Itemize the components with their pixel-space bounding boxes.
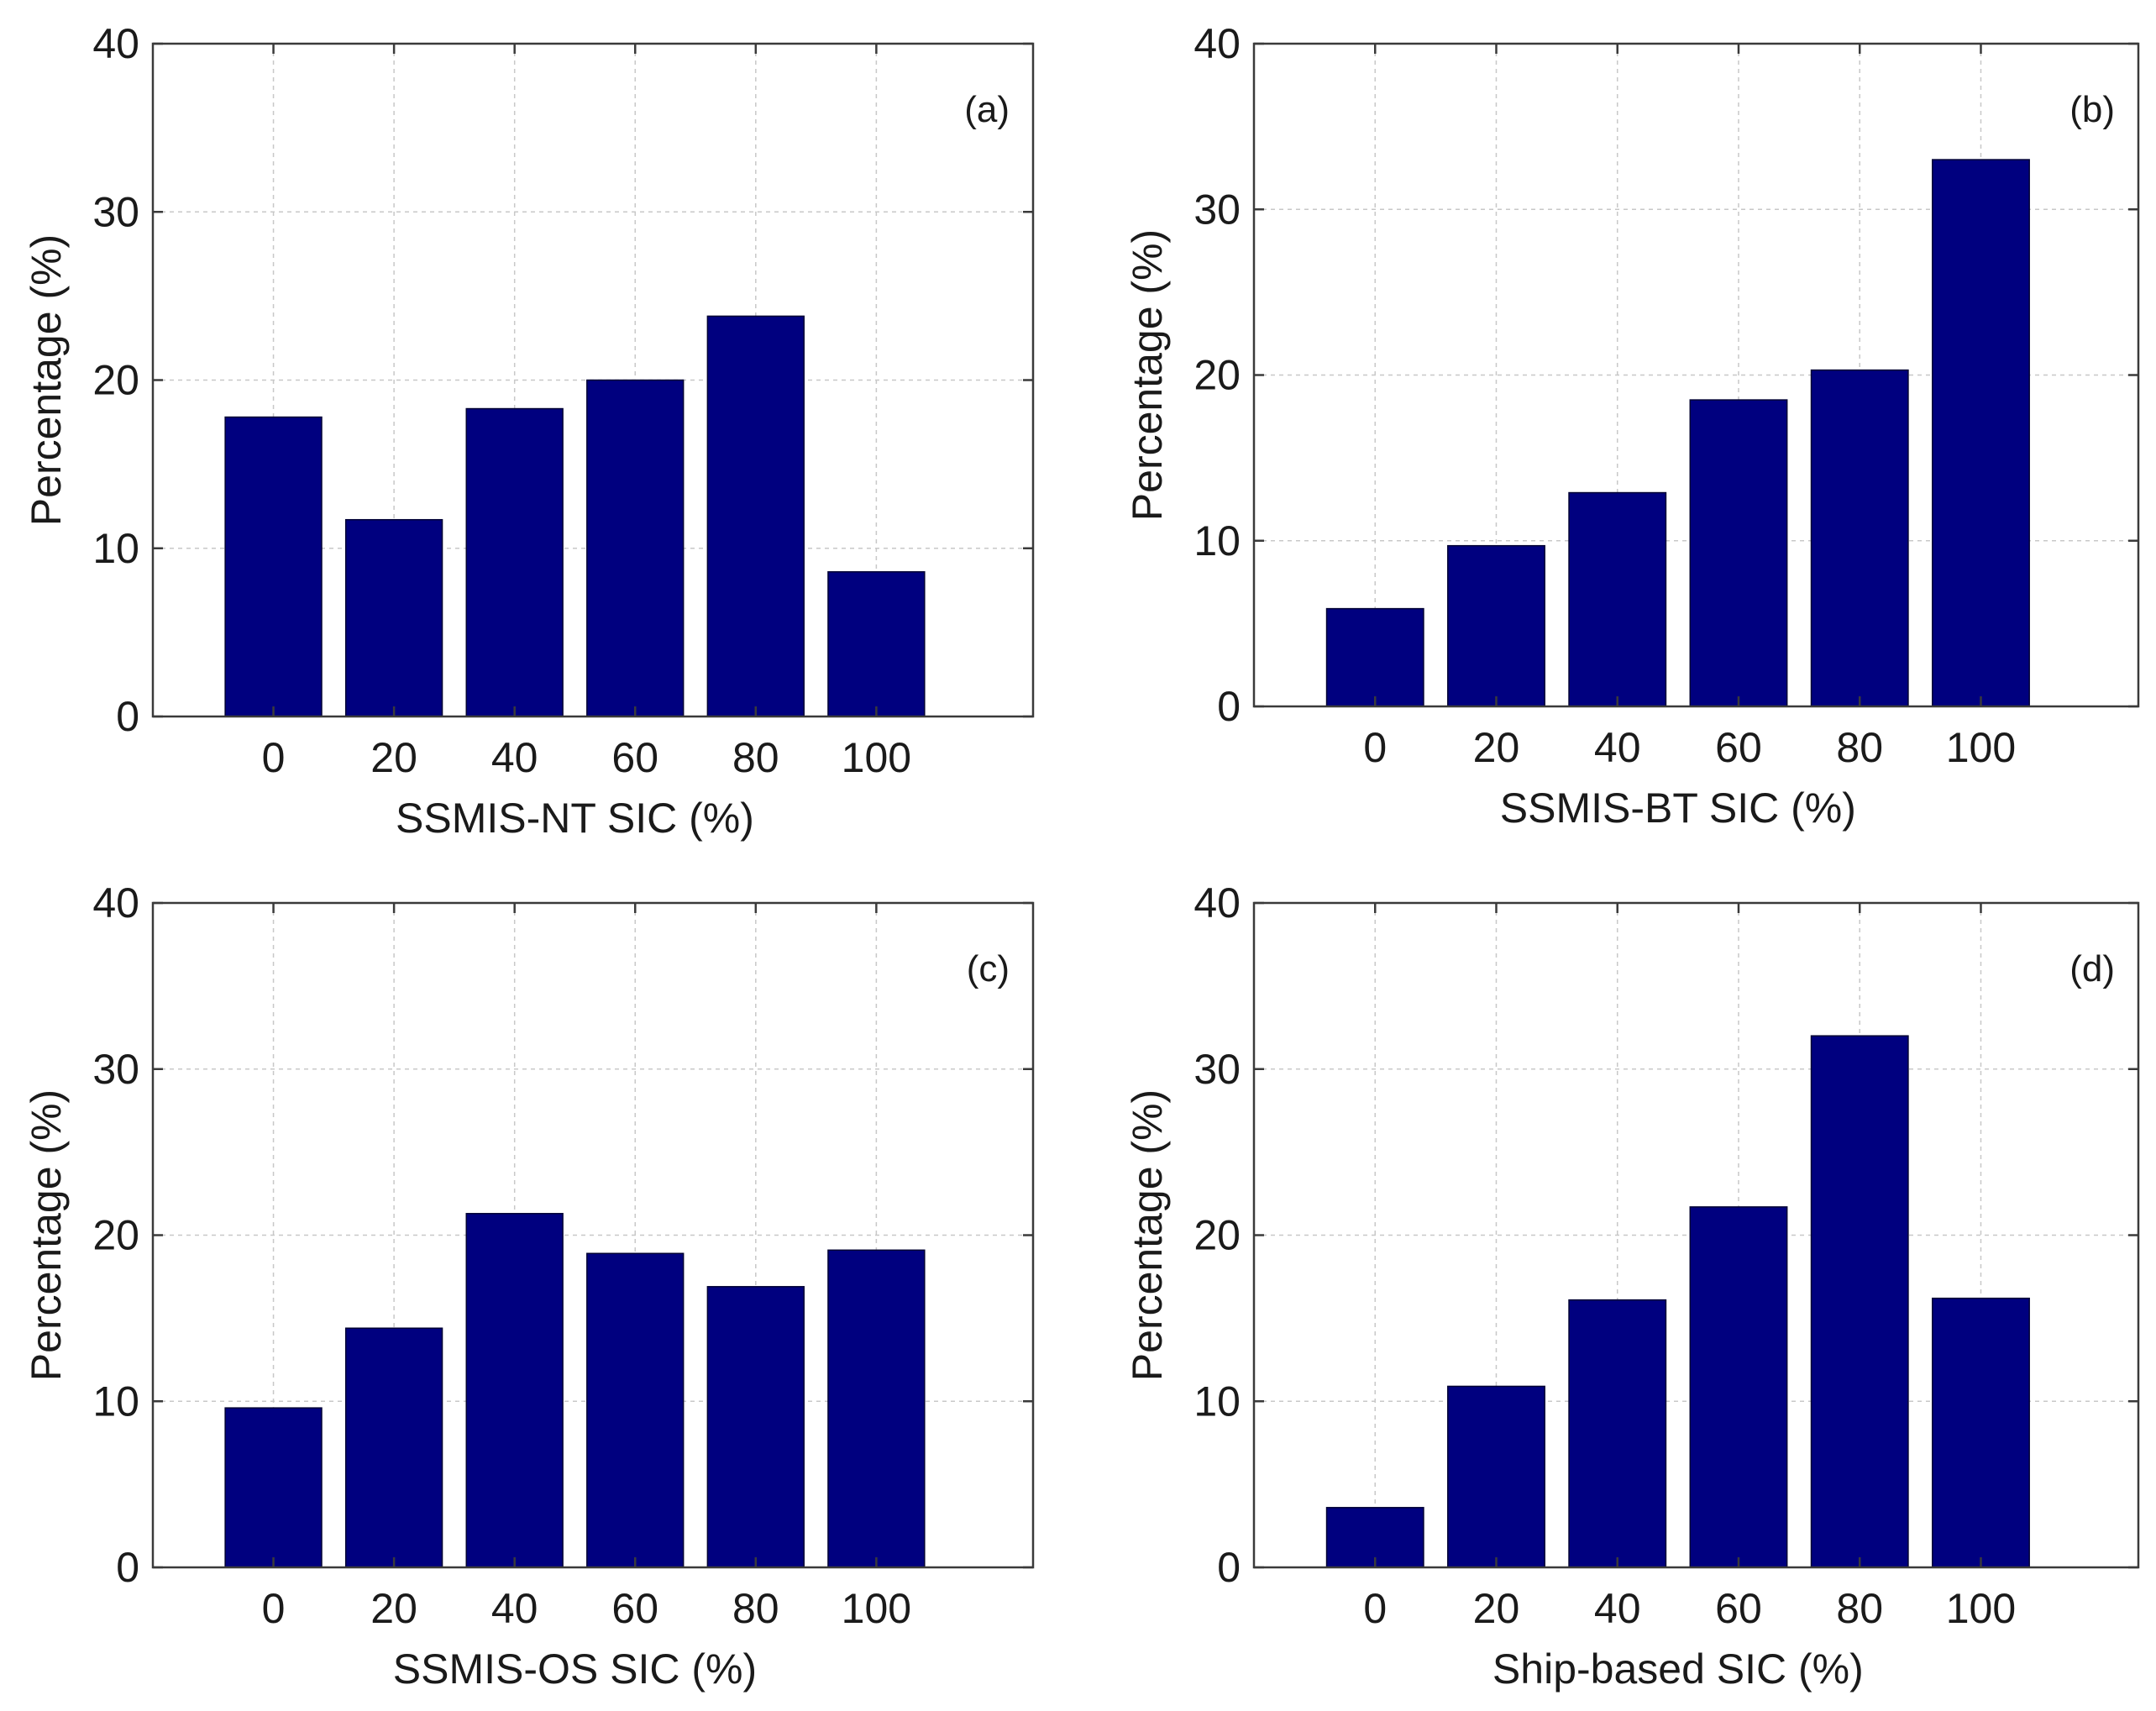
panel-c: 0 10 20 30 40 0 20 40 60 80 100 SSMIS-OS SIC (%) Per… — [23, 879, 1035, 1693]
y-tick-label: 40 — [92, 20, 139, 67]
x-tick-label: 60 — [1715, 724, 1762, 771]
panel-label: (b) — [2069, 89, 2115, 130]
x-tick-label: 40 — [1594, 1585, 1641, 1632]
x-tick-label: 0 — [1363, 1585, 1387, 1632]
x-axis-label: Ship-based SIC (%) — [1492, 1645, 1864, 1693]
bar-60 — [586, 1252, 685, 1568]
bar-40 — [1568, 1299, 1667, 1568]
y-tick-label: 0 — [1217, 1544, 1241, 1591]
bar-80 — [1810, 369, 1909, 707]
y-tick-label: 40 — [1193, 20, 1241, 67]
y-axis-label: Percentage (%) — [23, 1089, 70, 1381]
x-axis-label: SSMIS-BT SIC (%) — [1500, 785, 1856, 832]
bar-80 — [706, 315, 805, 717]
x-tick-label: 0 — [262, 734, 286, 781]
bar-0 — [1325, 607, 1424, 707]
bar-40 — [465, 407, 564, 717]
bar-80 — [1810, 1035, 1909, 1568]
y-tick-label: 0 — [116, 693, 139, 740]
bar-20 — [1447, 544, 1545, 707]
bar-60 — [586, 379, 685, 717]
y-tick-label: 0 — [1217, 683, 1241, 730]
y-tick-label: 40 — [1193, 879, 1241, 926]
y-tick-label: 30 — [1193, 1046, 1241, 1093]
y-axis-label: Percentage (%) — [1124, 229, 1171, 521]
y-tick-label: 20 — [92, 357, 139, 404]
x-tick-label: 100 — [842, 734, 911, 781]
x-tick-label: 80 — [1836, 1585, 1883, 1632]
y-tick-label: 30 — [92, 188, 139, 235]
bar-100 — [1932, 1297, 2030, 1568]
y-tick-label: 40 — [92, 879, 139, 926]
x-tick-label: 60 — [1715, 1585, 1762, 1632]
y-tick-label: 20 — [92, 1212, 139, 1259]
panel-label: (c) — [967, 948, 1010, 989]
y-tick-label: 10 — [1193, 517, 1241, 564]
y-tick-label: 30 — [1193, 186, 1241, 233]
x-tick-label: 0 — [1363, 724, 1387, 771]
panel-b: 0 10 20 30 40 0 20 40 60 80 100 SSMIS-BT SIC (%) Per… — [1124, 20, 2140, 832]
bar-60 — [1689, 1206, 1788, 1568]
bar-40 — [1568, 491, 1667, 707]
x-tick-label: 100 — [1946, 724, 2016, 771]
y-tick-label: 20 — [1193, 1212, 1241, 1259]
x-tick-label: 60 — [611, 734, 658, 781]
x-tick-label: 100 — [842, 1585, 911, 1632]
x-tick-label: 20 — [1473, 724, 1520, 771]
panel-label: (a) — [964, 89, 1010, 130]
x-tick-label: 80 — [732, 734, 779, 781]
x-tick-label: 40 — [1594, 724, 1641, 771]
x-tick-label: 100 — [1946, 1585, 2016, 1632]
panel-a: 0 10 20 30 40 0 20 40 60 80 100 SSMIS-NT SIC (%) Per… — [23, 20, 1035, 842]
y-axis-label: Percentage (%) — [1124, 1089, 1171, 1381]
x-tick-label: 60 — [611, 1585, 658, 1632]
x-tick-label: 40 — [491, 734, 538, 781]
x-tick-label: 20 — [1473, 1585, 1520, 1632]
x-tick-label: 80 — [732, 1585, 779, 1632]
x-tick-label: 20 — [370, 1585, 417, 1632]
y-tick-label: 0 — [116, 1544, 139, 1591]
bar-60 — [1689, 399, 1788, 707]
bar-20 — [1447, 1385, 1545, 1568]
bar-20 — [344, 1327, 443, 1568]
x-tick-label: 40 — [491, 1585, 538, 1632]
y-tick-label: 20 — [1193, 352, 1241, 399]
bar-100 — [827, 1249, 926, 1568]
y-tick-label: 10 — [1193, 1378, 1241, 1425]
bar-0 — [224, 416, 323, 717]
x-tick-label: 20 — [370, 734, 417, 781]
x-tick-label: 0 — [262, 1585, 286, 1632]
panel-d: 0 10 20 30 40 0 20 40 60 80 100 Ship-based SIC (%) P… — [1124, 879, 2140, 1693]
x-axis-label: SSMIS-OS SIC (%) — [393, 1645, 757, 1693]
bar-100 — [1932, 159, 2030, 707]
x-axis-label: SSMIS-NT SIC (%) — [396, 795, 754, 842]
panel-label: (d) — [2069, 948, 2115, 989]
y-axis-label: Percentage (%) — [23, 234, 70, 526]
y-tick-label: 10 — [92, 1378, 139, 1425]
y-tick-label: 10 — [92, 525, 139, 572]
bar-80 — [706, 1286, 805, 1568]
bar-20 — [344, 518, 443, 717]
bar-100 — [827, 571, 926, 717]
x-tick-label: 80 — [1836, 724, 1883, 771]
bar-0 — [224, 1407, 323, 1568]
y-tick-label: 30 — [92, 1046, 139, 1093]
bar-40 — [465, 1213, 564, 1568]
